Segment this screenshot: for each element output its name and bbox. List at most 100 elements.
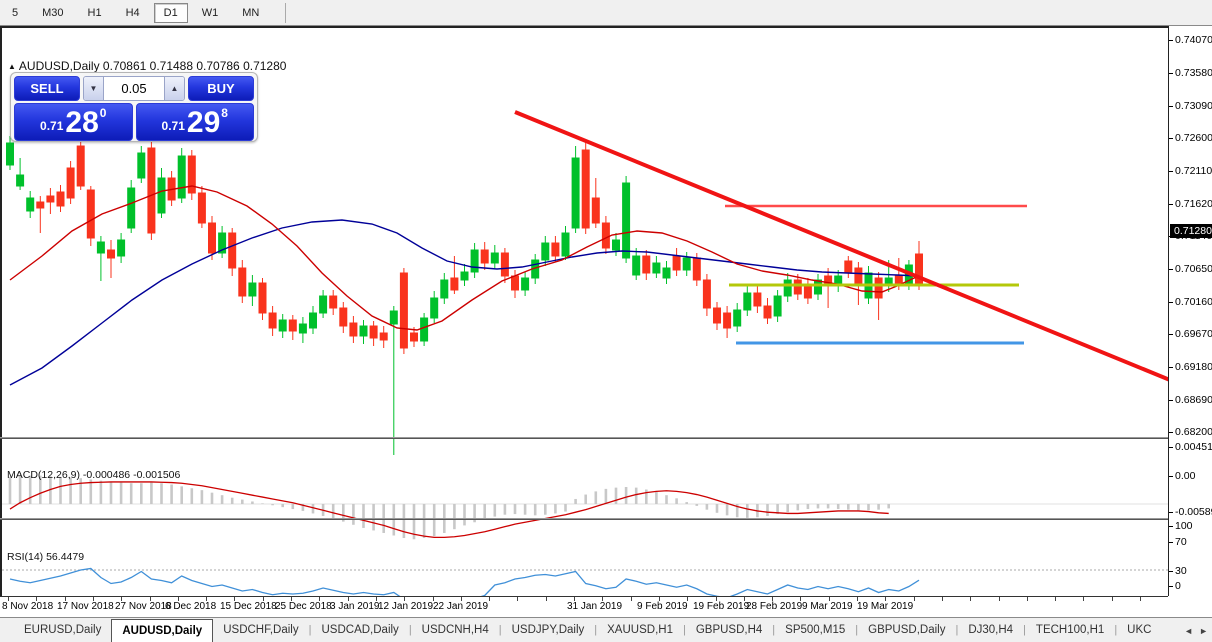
timeframe-button-h4[interactable]: H4 <box>125 6 140 19</box>
time-axis-tick <box>489 597 491 601</box>
candle-bull <box>612 239 620 251</box>
timeframe-button-w1[interactable]: W1 <box>201 6 219 19</box>
candle-bull <box>177 155 186 199</box>
time-axis-tick <box>658 597 660 601</box>
time-axis-tick <box>828 597 830 601</box>
time-axis-label: 12 Jan 2019 <box>378 601 434 612</box>
candle-bear <box>511 275 519 291</box>
timeframe-button-5[interactable]: 5 <box>12 6 19 19</box>
tab-separator: | <box>1114 624 1118 636</box>
time-axis-tick <box>941 597 943 601</box>
axis-tick <box>1169 432 1173 433</box>
time-axis-label: 27 Nov 2018 <box>115 601 172 612</box>
volume-increase-icon[interactable]: ▲ <box>164 77 184 100</box>
price-axis-label: 0.73090 <box>1175 100 1212 112</box>
tab-xauusd-h1[interactable]: XAUUSD,H1 <box>607 624 673 636</box>
tab-separator: | <box>498 624 502 636</box>
candle-bull <box>309 312 317 329</box>
candle-bull <box>733 309 742 327</box>
price-axis: 0.74070 0.73580 0.73090 0.72600 0.72110 0.716… <box>1168 26 1212 596</box>
time-axis-tick <box>1111 597 1113 601</box>
candle-bull <box>157 177 166 214</box>
time-axis-label: 31 Jan 2019 <box>567 601 623 612</box>
rsi-splitter[interactable] <box>0 518 1212 520</box>
tab-usdjpy-daily[interactable]: USDJPY,Daily <box>511 624 585 636</box>
tab-tech100-h1[interactable]: TECH100,H1 <box>1035 624 1105 636</box>
timeframe-button-h1[interactable]: H1 <box>87 6 102 19</box>
price-axis-label: 0.70650 <box>1175 263 1212 275</box>
price-chart <box>6 110 1170 455</box>
time-axis: 8 Nov 2018 17 Nov 2018 27 Nov 2018 6 Dec 20… <box>0 596 1168 617</box>
time-axis-label: 15 Dec 2018 <box>220 601 277 612</box>
candle-bear <box>369 325 378 339</box>
time-axis-label: 6 Dec 2018 <box>165 601 217 612</box>
sell-price-button[interactable]: 0.71 28 0 <box>14 103 133 141</box>
timeframe-button-m30[interactable]: M30 <box>42 6 64 19</box>
candle-bull <box>622 182 631 259</box>
candle-bear <box>329 295 338 309</box>
timeframe-button-mn[interactable]: MN <box>242 6 260 19</box>
time-axis-tick <box>1055 597 1057 601</box>
candle-bull <box>632 255 641 276</box>
tab-scroll-left-icon[interactable]: ◄ <box>1184 625 1194 636</box>
chart-tabbar: ◄ ► EURUSD,Daily AUDUSD,Daily USDCHF,Daily… <box>0 617 1212 642</box>
tab-ukc[interactable]: UKC <box>1127 624 1152 636</box>
candle-bull <box>319 295 328 314</box>
volume-field[interactable]: 0.05 <box>121 81 147 96</box>
candle-bear <box>480 249 489 264</box>
candle-bear <box>874 277 883 299</box>
time-axis-tick <box>687 597 689 601</box>
chart-area[interactable]: ▲ AUDUSD,Daily 0.70861 0.71488 0.70786 0.… <box>0 26 1212 617</box>
candle-bull <box>743 292 752 311</box>
candle-bear <box>107 249 115 259</box>
candle-bull <box>773 295 782 317</box>
candle-bear <box>500 252 509 277</box>
buy-button[interactable]: BUY <box>188 76 254 101</box>
tab-separator: | <box>1023 624 1026 636</box>
ma-fast-line <box>9 185 920 331</box>
macd-axis-label: 0.00 <box>1175 470 1196 482</box>
volume-decrease-icon[interactable]: ▼ <box>84 77 104 100</box>
sell-button[interactable]: SELL <box>14 76 80 101</box>
price-axis-label: 0.68690 <box>1175 394 1212 406</box>
timeframe-button-d1[interactable]: D1 <box>153 2 188 23</box>
current-bid-price-badge: 0.71280 <box>1170 224 1212 238</box>
candle-bear <box>288 319 297 332</box>
buy-price-button[interactable]: 0.71 29 8 <box>135 103 254 141</box>
tab-dj30-h4[interactable]: DJ30,H4 <box>968 624 1014 636</box>
tab-separator: | <box>594 624 598 636</box>
candle-bull <box>652 262 661 274</box>
tab-audusd-daily[interactable]: AUDUSD,Daily <box>111 619 214 642</box>
price-axis-label: 0.71620 <box>1175 198 1212 210</box>
time-axis-tick <box>715 597 717 601</box>
candle-bear <box>723 312 732 329</box>
tab-scroll-right-icon[interactable]: ► <box>1199 625 1208 636</box>
axis-tick <box>1169 73 1173 74</box>
tab-eurusd-daily[interactable]: EURUSD,Daily <box>24 624 102 636</box>
candle-bear <box>379 332 388 341</box>
time-axis-label: 9 Mar 2019 <box>802 601 853 612</box>
time-axis-tick <box>375 597 377 601</box>
price-axis-label: 0.68200 <box>1175 426 1212 438</box>
candle-bull <box>521 277 530 291</box>
candle-bull <box>561 232 570 257</box>
rsi-axis-label: 100 <box>1175 520 1193 532</box>
candle-bull <box>298 323 307 334</box>
tab-gbpusd-daily[interactable]: GBPUSD,Daily <box>868 624 946 636</box>
time-axis-tick <box>743 597 745 601</box>
tab-usdchf-daily[interactable]: USDCHF,Daily <box>223 624 299 636</box>
tab-sp500-m15[interactable]: SP500,M15 <box>785 624 846 636</box>
time-axis-tick <box>36 597 38 601</box>
tab-usdcnh-h4[interactable]: USDCNH,H4 <box>421 624 489 636</box>
candle-bull <box>137 152 146 179</box>
candle-bear <box>76 145 85 187</box>
tab-usdcad-daily[interactable]: USDCAD,Daily <box>321 624 399 636</box>
candle-bull <box>682 257 691 271</box>
rsi-axis-label: 70 <box>1175 536 1187 548</box>
time-axis-tick <box>234 597 236 601</box>
candle-bear <box>349 322 358 337</box>
price-axis-label: 0.72110 <box>1175 165 1212 177</box>
tab-gbpusd-h4[interactable]: GBPUSD,H4 <box>695 624 763 636</box>
macd-splitter[interactable] <box>0 437 1212 439</box>
